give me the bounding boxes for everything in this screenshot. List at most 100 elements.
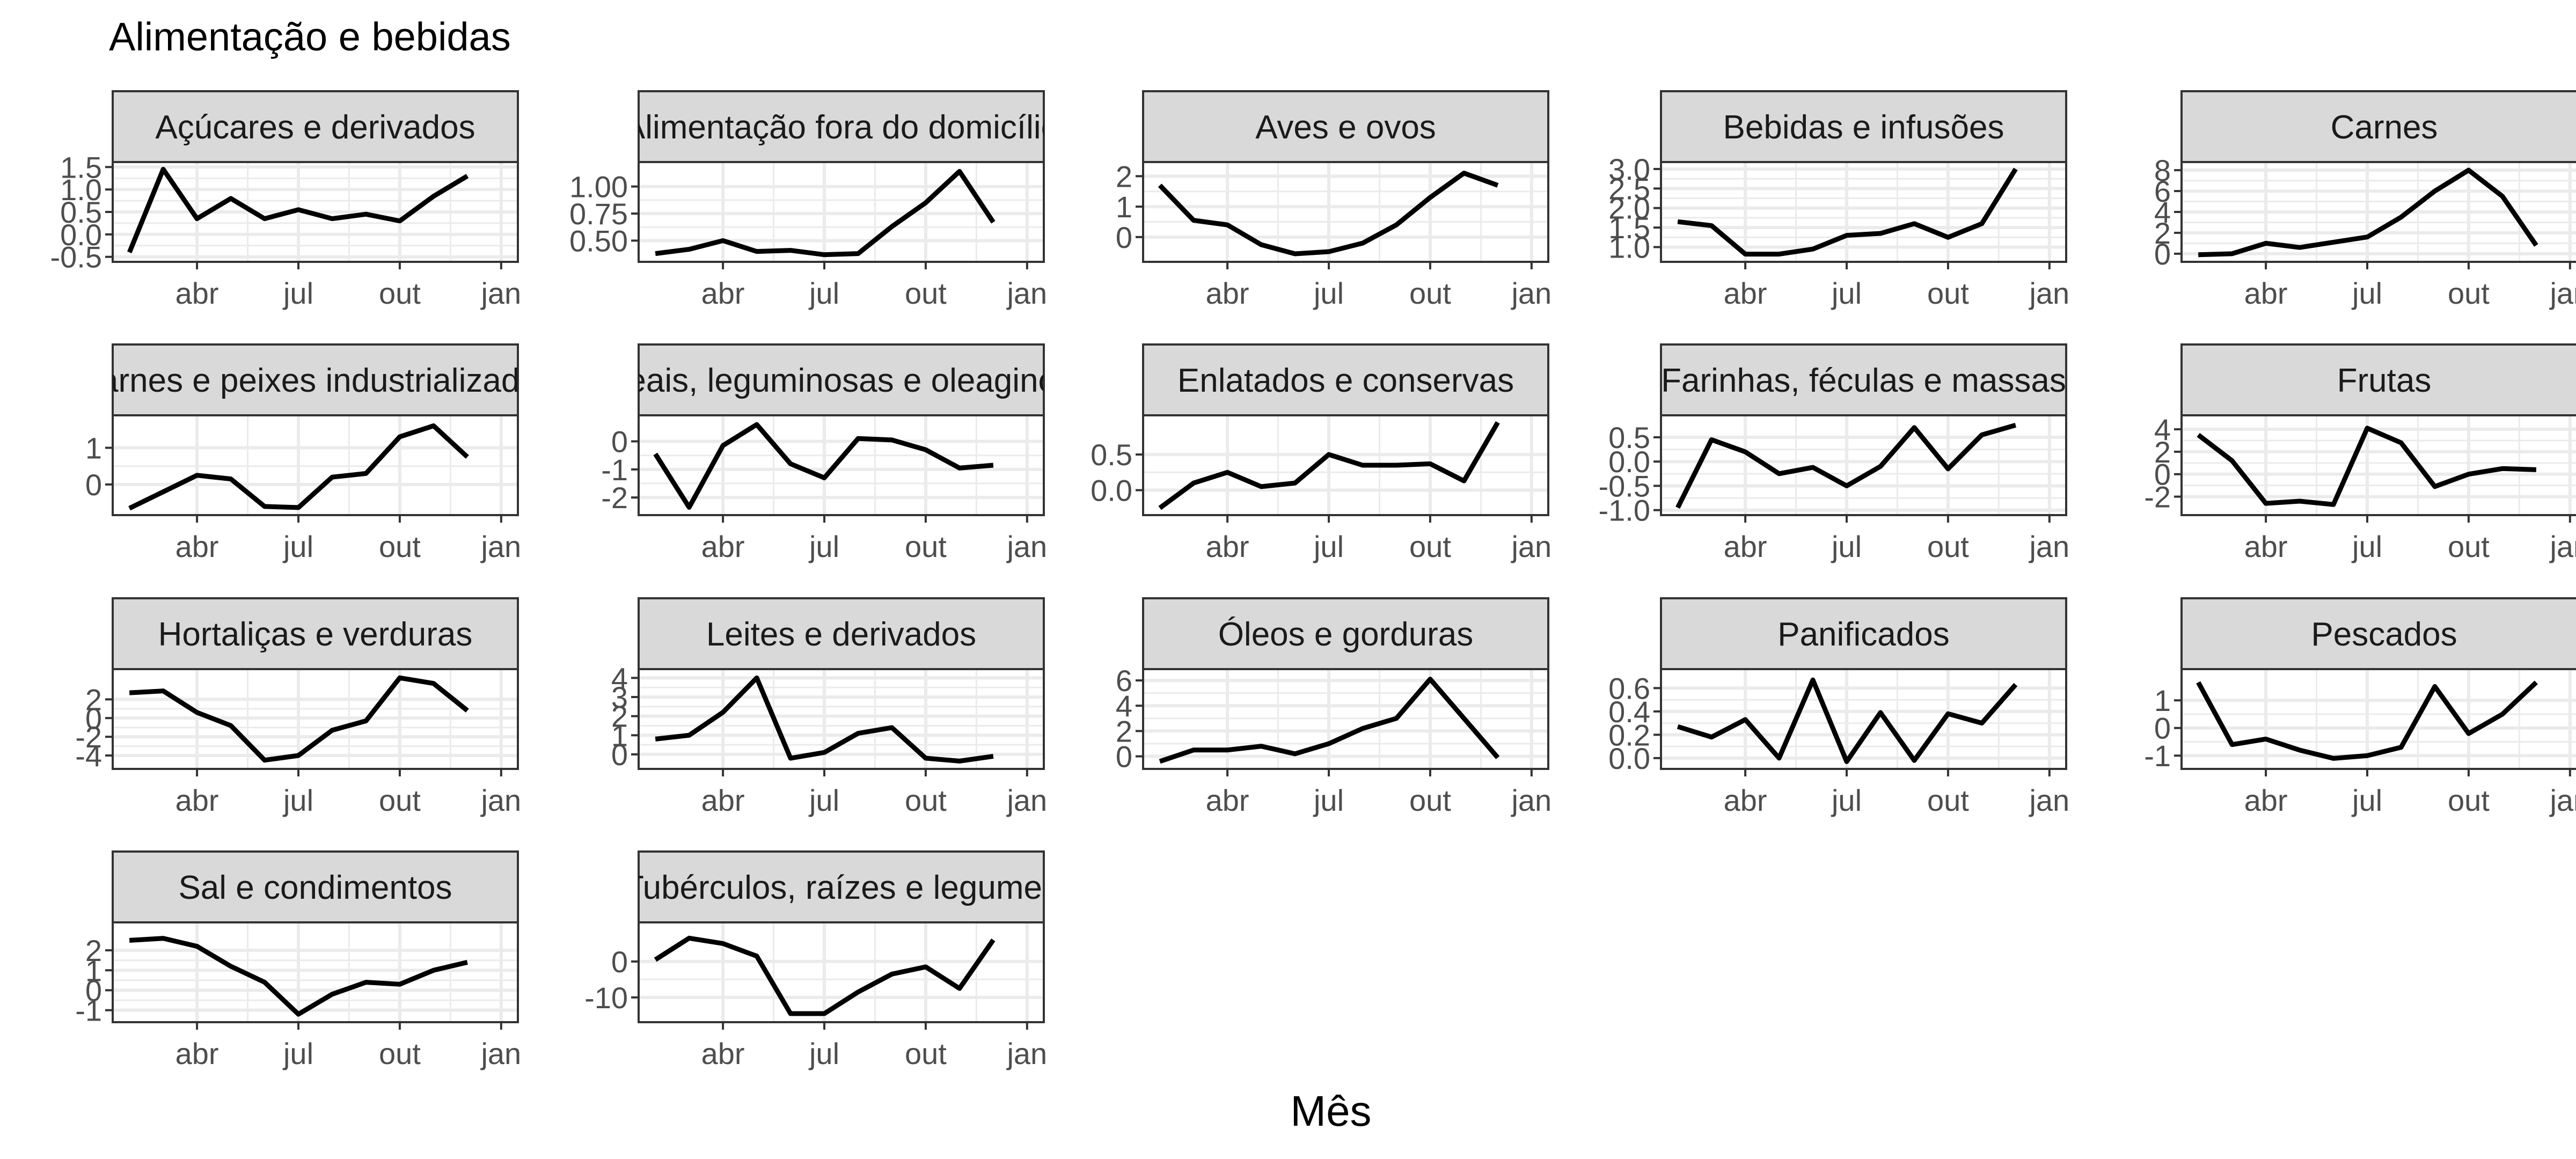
y-tick-label: 0 xyxy=(1116,221,1132,254)
y-tick-label: 3.0 xyxy=(1608,152,1650,186)
panel-10: Hortaliças e verduras -4-202 abr jul out jan xyxy=(75,598,521,817)
x-tick-label: jul xyxy=(1313,530,1344,563)
panel-5: Carnes e peixes industrializados01abr jul… xyxy=(76,344,555,563)
x-tick-label: jul xyxy=(1313,276,1344,310)
y-tick-label: 1.5 xyxy=(60,150,102,184)
x-tick-label: out xyxy=(2448,530,2490,563)
x-tick-label: jul xyxy=(808,1037,839,1070)
gridlines xyxy=(1143,415,1548,515)
gridlines xyxy=(113,922,518,1022)
y-tick-label: 1 xyxy=(2154,684,2171,717)
panel-14: Pescados -101 abr jul out jan xyxy=(2144,598,2576,817)
x-tick-label: out xyxy=(1409,530,1451,563)
x-tick-label: out xyxy=(2448,783,2490,817)
x-tick-label: jan xyxy=(2549,783,2576,817)
y-tick-label: 4 xyxy=(2154,413,2171,446)
x-tick-label: jul xyxy=(808,783,839,817)
facet-strip-label: Açúcares e derivados xyxy=(155,109,475,146)
x-tick-label: jul xyxy=(2351,783,2382,817)
x-tick-label: jan xyxy=(1006,783,1047,817)
x-tick-label: jan xyxy=(1510,530,1552,563)
chart-title: Alimentação e bebidas xyxy=(109,14,511,59)
x-tick-label: jan xyxy=(2549,530,2576,563)
facet-panels: Açúcares e derivados-0.50.00.51.01.5abr j… xyxy=(50,91,2576,1070)
x-tick-label: abr xyxy=(701,783,745,817)
x-tick-label: jul xyxy=(282,1037,313,1070)
x-tick-label: abr xyxy=(175,276,219,310)
x-tick-label: jul xyxy=(1831,530,1862,563)
x-tick-label: abr xyxy=(175,1037,219,1070)
x-tick-label: jul xyxy=(282,276,313,310)
gridlines xyxy=(2182,415,2576,515)
x-tick-label: jan xyxy=(2028,530,2069,563)
x-tick-label: out xyxy=(1927,783,1969,817)
y-tick-label: 1 xyxy=(85,431,102,465)
x-tick-label: out xyxy=(905,276,947,310)
gridlines xyxy=(2182,162,2576,262)
x-tick-label: jul xyxy=(2351,530,2382,563)
y-tick-label: 0 xyxy=(611,425,628,459)
x-tick-label: out xyxy=(379,1037,421,1070)
x-tick-label: jan xyxy=(480,530,521,563)
x-tick-label: jul xyxy=(1313,783,1344,817)
x-tick-label: jan xyxy=(480,1037,521,1070)
x-tick-label: jul xyxy=(1831,783,1862,817)
facet-strip-label: Panificados xyxy=(1777,616,1950,653)
x-tick-label: out xyxy=(1927,530,1969,563)
x-tick-label: jul xyxy=(282,530,313,563)
facet-strip-label: Leites e derivados xyxy=(706,616,976,653)
gridlines xyxy=(1661,162,2066,262)
y-tick-label: 0.6 xyxy=(1608,671,1650,705)
y-tick-label: 2 xyxy=(1116,159,1132,193)
y-tick-label: 1 xyxy=(1116,190,1132,224)
x-tick-label: abr xyxy=(1724,530,1767,563)
panel-9: Frutas-2024abrjuloutjan xyxy=(2144,344,2576,563)
panel-border xyxy=(113,415,518,515)
panel-border xyxy=(1143,415,1548,515)
panel-3: Bebidas e infusões1.01.52.02.53.0abr jul o… xyxy=(1608,91,2069,310)
y-tick-label: -10 xyxy=(584,981,628,1015)
x-tick-label: jan xyxy=(1006,1037,1047,1070)
y-tick-label: 0 xyxy=(611,945,628,979)
facet-strip-label: Enlatados e conservas xyxy=(1177,362,1514,399)
panel-11: Leites e derivados01234abr jul out jan xyxy=(611,598,1047,817)
x-tick-label: out xyxy=(1409,276,1451,310)
gridlines xyxy=(639,669,1044,769)
x-tick-label: jul xyxy=(2351,276,2382,310)
x-tick-label: out xyxy=(1927,276,1969,310)
x-tick-label: jan xyxy=(2028,783,2069,817)
x-tick-label: jan xyxy=(2028,276,2069,310)
panel-border xyxy=(113,922,518,1022)
x-tick-label: abr xyxy=(1206,783,1249,817)
y-tick-label: 0.5 xyxy=(1091,438,1132,472)
panel-7: Enlatados e conservas0.00.5abr jul out jan xyxy=(1091,344,1552,563)
panel-6: Cereais, leguminosas e oleaginosas-2-10a… xyxy=(574,344,1108,563)
x-tick-label: abr xyxy=(701,530,745,563)
x-tick-label: abr xyxy=(701,276,745,310)
x-tick-label: out xyxy=(379,530,421,563)
x-tick-label: abr xyxy=(2244,783,2288,817)
x-tick-label: jan xyxy=(480,276,521,310)
gridlines xyxy=(113,415,518,515)
y-tick-label: 1.00 xyxy=(569,170,628,204)
facet-strip-label: Óleos e gorduras xyxy=(1218,616,1474,653)
y-tick-label: 8 xyxy=(2154,153,2171,187)
x-tick-label: abr xyxy=(2244,276,2288,310)
x-tick-label: jan xyxy=(1510,276,1552,310)
panel-15: Sal e condimentos-1012abr jul out jan xyxy=(75,852,521,1070)
x-tick-label: abr xyxy=(175,783,219,817)
x-tick-label: out xyxy=(1409,783,1451,817)
x-axis-label: Mês xyxy=(1290,1087,1371,1135)
x-tick-label: abr xyxy=(2244,530,2288,563)
x-tick-label: jul xyxy=(808,276,839,310)
x-tick-label: abr xyxy=(1206,530,1249,563)
x-tick-label: out xyxy=(379,783,421,817)
panel-13: Panificados 0.00.20.40.6 abr jul out jan xyxy=(1608,598,2069,817)
x-tick-label: jan xyxy=(1006,530,1047,563)
facet-strip-label: Aves e ovos xyxy=(1255,109,1436,146)
x-tick-label: jan xyxy=(480,783,521,817)
facet-strip-label: Pescados xyxy=(2311,616,2457,653)
panel-16: Tubérculos, raízes e legumes -100 abr jul ou… xyxy=(584,852,1059,1070)
panel-0: Açúcares e derivados-0.50.00.51.01.5abr j… xyxy=(50,91,522,310)
